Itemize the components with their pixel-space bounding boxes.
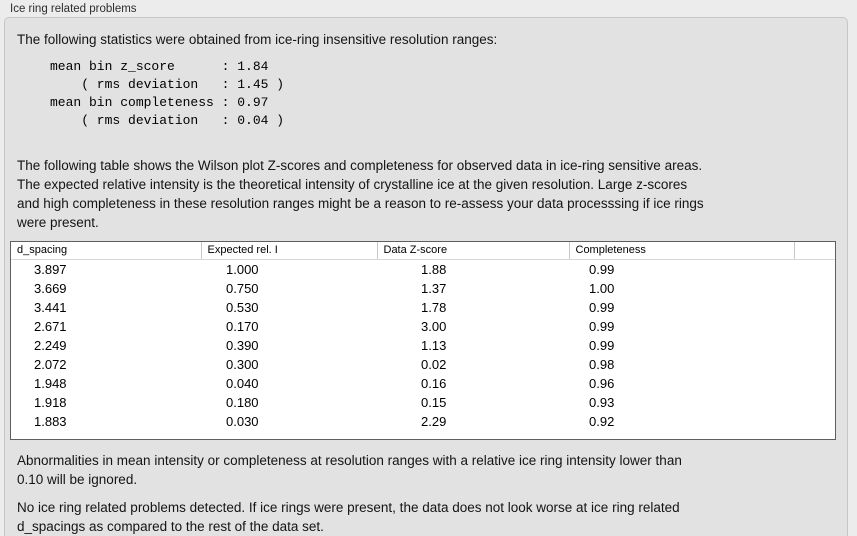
- table-cell: 3.897: [34, 261, 67, 277]
- table-row[interactable]: 3.897 1.000 1.88 0.99: [11, 260, 835, 279]
- wilson-zscore-table: d_spacing Expected rel. I Data Z-score Comp…: [11, 242, 835, 431]
- ice-ring-table: d_spacing Expected rel. I Data Z-score Comp…: [10, 241, 836, 440]
- table-cell: 0.99: [589, 299, 615, 315]
- table-cell: 2.249: [34, 337, 67, 353]
- table-cell: 3.669: [34, 280, 67, 296]
- table-cell: 0.170: [226, 318, 259, 334]
- table-cell: 1.00: [589, 280, 615, 296]
- ignore-note: Abnormalities in mean intensity or compl…: [17, 452, 682, 487]
- table-cell: 2.072: [34, 356, 67, 372]
- panel-title: Ice ring related problems: [10, 3, 137, 15]
- table-cell: 3.441: [34, 299, 67, 315]
- table-cell: 0.92: [589, 413, 615, 429]
- column-header-data-z-score[interactable]: Data Z-score: [377, 242, 570, 260]
- table-cell: 1.78: [421, 299, 447, 315]
- table-row[interactable]: 1.883 0.030 2.29 0.92: [11, 412, 835, 431]
- table-cell: 0.030: [226, 413, 259, 429]
- column-header-completeness[interactable]: Completeness: [569, 242, 795, 260]
- table-cell: 1.948: [34, 375, 67, 391]
- table-cell-filler: [794, 355, 835, 374]
- table-cell-filler: [794, 412, 835, 431]
- table-cell: 0.300: [226, 356, 259, 372]
- table-cell: 2.671: [34, 318, 67, 334]
- table-cell: 0.040: [226, 375, 259, 391]
- table-cell: 0.02: [421, 356, 447, 372]
- table-cell: 1.88: [421, 261, 447, 277]
- table-cell-filler: [794, 393, 835, 412]
- table-cell-filler: [794, 260, 835, 279]
- table-cell: 0.96: [589, 375, 615, 391]
- table-cell: 1.13: [421, 337, 447, 353]
- table-cell: 0.180: [226, 394, 259, 410]
- table-cell: 0.99: [589, 261, 615, 277]
- column-header-expected-rel-i[interactable]: Expected rel. I: [201, 242, 378, 260]
- table-cell: 0.15: [421, 394, 447, 410]
- table-row[interactable]: 3.669 0.750 1.37 1.00: [11, 279, 835, 298]
- table-description: The following table shows the Wilson plo…: [17, 158, 704, 230]
- table-row[interactable]: 1.948 0.040 0.16 0.96: [11, 374, 835, 393]
- table-cell: 1.918: [34, 394, 67, 410]
- table-cell: 0.99: [589, 337, 615, 353]
- table-row[interactable]: 1.918 0.180 0.15 0.93: [11, 393, 835, 412]
- table-cell: 0.99: [589, 318, 615, 334]
- column-header-filler: [794, 242, 835, 260]
- table-cell: 0.750: [226, 280, 259, 296]
- table-cell: 0.98: [589, 356, 615, 372]
- table-header-row: d_spacing Expected rel. I Data Z-score Comp…: [11, 242, 835, 260]
- table-row[interactable]: 3.441 0.530 1.78 0.99: [11, 298, 835, 317]
- table-cell-filler: [794, 317, 835, 336]
- table-cell: 0.390: [226, 337, 259, 353]
- table-cell-filler: [794, 374, 835, 393]
- table-cell: 1.883: [34, 413, 67, 429]
- table-row[interactable]: 2.671 0.170 3.00 0.99: [11, 317, 835, 336]
- table-row[interactable]: 2.072 0.300 0.02 0.98: [11, 355, 835, 374]
- table-cell: 2.29: [421, 413, 447, 429]
- ice-ring-panel: The following statistics were obtained f…: [4, 17, 848, 536]
- table-cell: 0.93: [589, 394, 615, 410]
- table-cell: 0.16: [421, 375, 447, 391]
- table-cell: 0.530: [226, 299, 259, 315]
- column-header-d-spacing[interactable]: d_spacing: [11, 242, 202, 260]
- conclusion-text: No ice ring related problems detected. I…: [17, 499, 680, 534]
- table-row[interactable]: 2.249 0.390 1.13 0.99: [11, 336, 835, 355]
- table-cell-filler: [794, 298, 835, 317]
- table-cell: 3.00: [421, 318, 447, 334]
- table-cell-filler: [794, 279, 835, 298]
- statistics-block: mean bin z_score : 1.84 ( rms deviation …: [50, 59, 285, 128]
- table-cell: 1.37: [421, 280, 447, 296]
- statistics-intro: The following statistics were obtained f…: [17, 32, 498, 47]
- table-cell: 1.000: [226, 261, 259, 277]
- table-cell-filler: [794, 336, 835, 355]
